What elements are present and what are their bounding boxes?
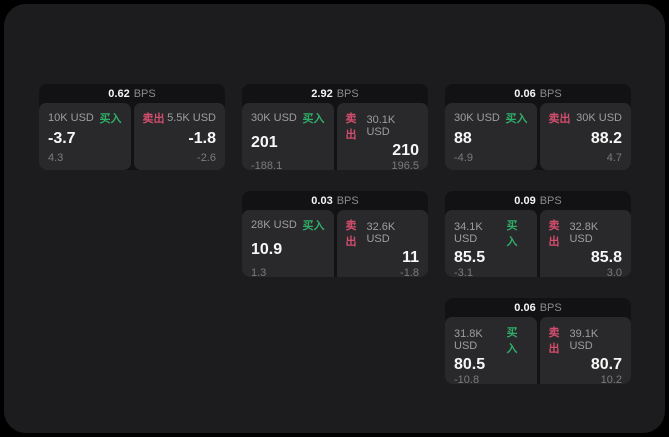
sell-label: 卖出	[548, 327, 560, 355]
sell-delta: -1.8	[400, 266, 419, 277]
sell-amount: 30K USD	[576, 112, 622, 124]
quote-card-body: 30K USD 买入 201 -188.1 卖出 30.1K USD 210 1…	[242, 103, 428, 170]
buy-amount: 30K USD	[251, 112, 297, 124]
bps-header: 0.09 BPS	[445, 191, 631, 210]
bps-value: 0.03	[311, 194, 333, 207]
sell-quote-tile[interactable]: 卖出 32.8K USD 85.8 3.0	[539, 210, 631, 277]
buy-quote-tile[interactable]: 28K USD 买入 10.9 1.3	[242, 210, 334, 277]
sell-amount: 32.8K USD	[569, 221, 599, 245]
sell-price: 88.2	[590, 130, 622, 148]
buy-quote-tile[interactable]: 30K USD 买入 201 -188.1	[242, 103, 334, 170]
bps-unit: BPS	[539, 194, 562, 207]
buy-label: 买入	[505, 113, 528, 125]
sell-label: 卖出	[345, 113, 357, 141]
buy-label: 买入	[302, 113, 325, 125]
quote-cards-grid: 0.62 BPS 10K USD 买入 -3.7 4.3 卖出 5.5K USD	[39, 84, 631, 384]
bps-unit: BPS	[539, 87, 562, 100]
quote-card: 0.06 BPS 31.8K USD 买入 80.5 -10.8 卖出 39.1…	[445, 298, 631, 384]
buy-price: 80.5	[454, 356, 486, 373]
sell-quote-tile[interactable]: 卖出 39.1K USD 80.7 10.2	[539, 317, 631, 384]
bps-header: 0.62 BPS	[39, 84, 225, 103]
buy-amount: 34.1K USD	[454, 221, 483, 245]
buy-delta: -10.8	[454, 373, 480, 384]
sell-price: 85.8	[590, 249, 622, 266]
sell-amount: 39.1K USD	[569, 328, 599, 352]
bps-unit: BPS	[539, 301, 562, 314]
sell-price: -1.8	[188, 130, 216, 148]
bps-value: 0.06	[514, 301, 536, 314]
buy-amount: 31.8K USD	[454, 328, 483, 352]
bps-unit: BPS	[133, 87, 156, 100]
bps-header: 0.06 BPS	[445, 298, 631, 317]
sell-price: 11	[402, 249, 419, 266]
buy-price: 88	[454, 130, 472, 148]
buy-price: 201	[251, 134, 278, 151]
sell-label: 卖出	[548, 220, 560, 248]
buy-label: 买入	[302, 220, 325, 232]
sell-quote-tile[interactable]: 卖出 30K USD 88.2 4.7	[539, 103, 631, 170]
sell-quote-tile[interactable]: 卖出 30.1K USD 210 196.5	[336, 103, 428, 170]
sell-delta: 4.7	[606, 152, 622, 164]
sell-delta: 3.0	[606, 266, 622, 277]
buy-delta: 4.3	[48, 152, 64, 164]
quote-card-body: 10K USD 买入 -3.7 4.3 卖出 5.5K USD -1.8 -2.…	[39, 103, 225, 170]
buy-label: 买入	[506, 220, 518, 248]
bps-header: 0.06 BPS	[445, 84, 631, 103]
quote-card-body: 31.8K USD 买入 80.5 -10.8 卖出 39.1K USD 80.…	[445, 317, 631, 384]
buy-price: -3.7	[48, 130, 76, 148]
buy-amount: 10K USD	[48, 112, 94, 124]
bps-unit: BPS	[336, 87, 359, 100]
buy-label: 买入	[506, 327, 518, 355]
buy-quote-tile[interactable]: 10K USD 买入 -3.7 4.3	[39, 103, 131, 170]
sell-delta: 196.5	[391, 159, 419, 170]
sell-amount: 5.5K USD	[167, 112, 216, 124]
quote-card: 0.62 BPS 10K USD 买入 -3.7 4.3 卖出 5.5K USD	[39, 84, 225, 170]
quote-card: 0.09 BPS 34.1K USD 买入 85.5 -3.1 卖出 32.8K…	[445, 191, 631, 277]
buy-label: 买入	[99, 113, 122, 125]
sell-label: 卖出	[142, 113, 165, 125]
quote-card-body: 34.1K USD 买入 85.5 -3.1 卖出 32.8K USD 85.8…	[445, 210, 631, 277]
bps-unit: BPS	[336, 194, 359, 207]
bps-value: 0.06	[514, 87, 536, 100]
sell-amount: 32.6K USD	[366, 221, 396, 245]
sell-price: 80.7	[590, 356, 622, 373]
bps-value: 2.92	[311, 87, 333, 100]
sell-label: 卖出	[345, 220, 357, 248]
buy-amount: 30K USD	[454, 112, 500, 124]
quote-card-body: 30K USD 买入 88 -4.9 卖出 30K USD 88.2 4.7	[445, 103, 631, 170]
sell-delta: 10.2	[600, 373, 622, 384]
buy-delta: -3.1	[454, 266, 473, 277]
quote-card: 2.92 BPS 30K USD 买入 201 -188.1 卖出 30.1K …	[242, 84, 428, 170]
buy-price: 85.5	[454, 249, 486, 266]
sell-price: 210	[392, 142, 419, 159]
bps-value: 0.62	[108, 87, 130, 100]
buy-delta: -4.9	[454, 152, 473, 164]
sell-quote-tile[interactable]: 卖出 5.5K USD -1.8 -2.6	[133, 103, 225, 170]
main-panel: 0.62 BPS 10K USD 买入 -3.7 4.3 卖出 5.5K USD	[4, 4, 665, 433]
sell-quote-tile[interactable]: 卖出 32.6K USD 11 -1.8	[336, 210, 428, 277]
bps-value: 0.09	[514, 194, 536, 207]
buy-delta: -188.1	[251, 159, 283, 170]
buy-price: 10.9	[251, 241, 283, 258]
sell-amount: 30.1K USD	[366, 114, 396, 138]
buy-quote-tile[interactable]: 34.1K USD 买入 85.5 -3.1	[445, 210, 537, 277]
bps-header: 2.92 BPS	[242, 84, 428, 103]
sell-label: 卖出	[548, 113, 571, 125]
quote-card-body: 28K USD 买入 10.9 1.3 卖出 32.6K USD 11 -1.8	[242, 210, 428, 277]
buy-quote-tile[interactable]: 30K USD 买入 88 -4.9	[445, 103, 537, 170]
buy-delta: 1.3	[251, 266, 267, 277]
buy-quote-tile[interactable]: 31.8K USD 买入 80.5 -10.8	[445, 317, 537, 384]
quote-card: 0.06 BPS 30K USD 买入 88 -4.9 卖出 30K USD	[445, 84, 631, 170]
sell-delta: -2.6	[197, 152, 216, 164]
bps-header: 0.03 BPS	[242, 191, 428, 210]
buy-amount: 28K USD	[251, 219, 297, 231]
quote-card: 0.03 BPS 28K USD 买入 10.9 1.3 卖出 32.6K US…	[242, 191, 428, 277]
